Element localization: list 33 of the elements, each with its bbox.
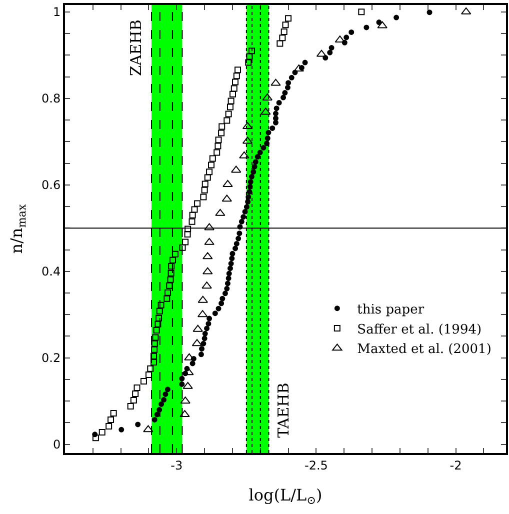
point (204, 223, 214, 230)
legend-label: Maxted et al. (2001) (357, 342, 492, 358)
y-tick-label: 0.6 (42, 178, 61, 192)
y-tick-label: 0.4 (42, 264, 61, 279)
point (180, 396, 190, 404)
point (198, 296, 208, 303)
legend-label: Saffer et al. (1994) (357, 322, 482, 338)
point (215, 208, 226, 216)
point (143, 425, 154, 432)
x-axis-title: log(L/L$_{⊙}$) (248, 486, 322, 507)
x-tick-label: -2.5 (304, 458, 328, 472)
y-tick-label: 1 (52, 5, 61, 20)
point (270, 78, 281, 86)
band-label: ZAEHB (127, 20, 146, 76)
point (192, 324, 203, 332)
point (204, 238, 214, 245)
point (202, 267, 213, 274)
x-tick-label: -2 (450, 458, 462, 472)
point (260, 108, 271, 115)
x-tick-label: -3 (170, 458, 183, 472)
y-tick-label: 0 (52, 438, 61, 452)
point (180, 410, 190, 418)
point (377, 21, 388, 28)
legend-label: this paper (357, 302, 425, 318)
point (239, 151, 250, 158)
y-tick-label: 0.8 (42, 92, 61, 106)
band-label: TAEHB (274, 382, 293, 438)
y-tick-label: 0.2 (42, 351, 61, 366)
point (182, 382, 193, 389)
point (262, 93, 272, 100)
point (202, 282, 212, 289)
point (202, 252, 213, 260)
point (222, 180, 233, 187)
